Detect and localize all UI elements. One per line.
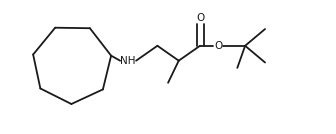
- Text: O: O: [196, 13, 204, 23]
- Text: O: O: [214, 41, 222, 51]
- Text: NH: NH: [120, 56, 136, 66]
